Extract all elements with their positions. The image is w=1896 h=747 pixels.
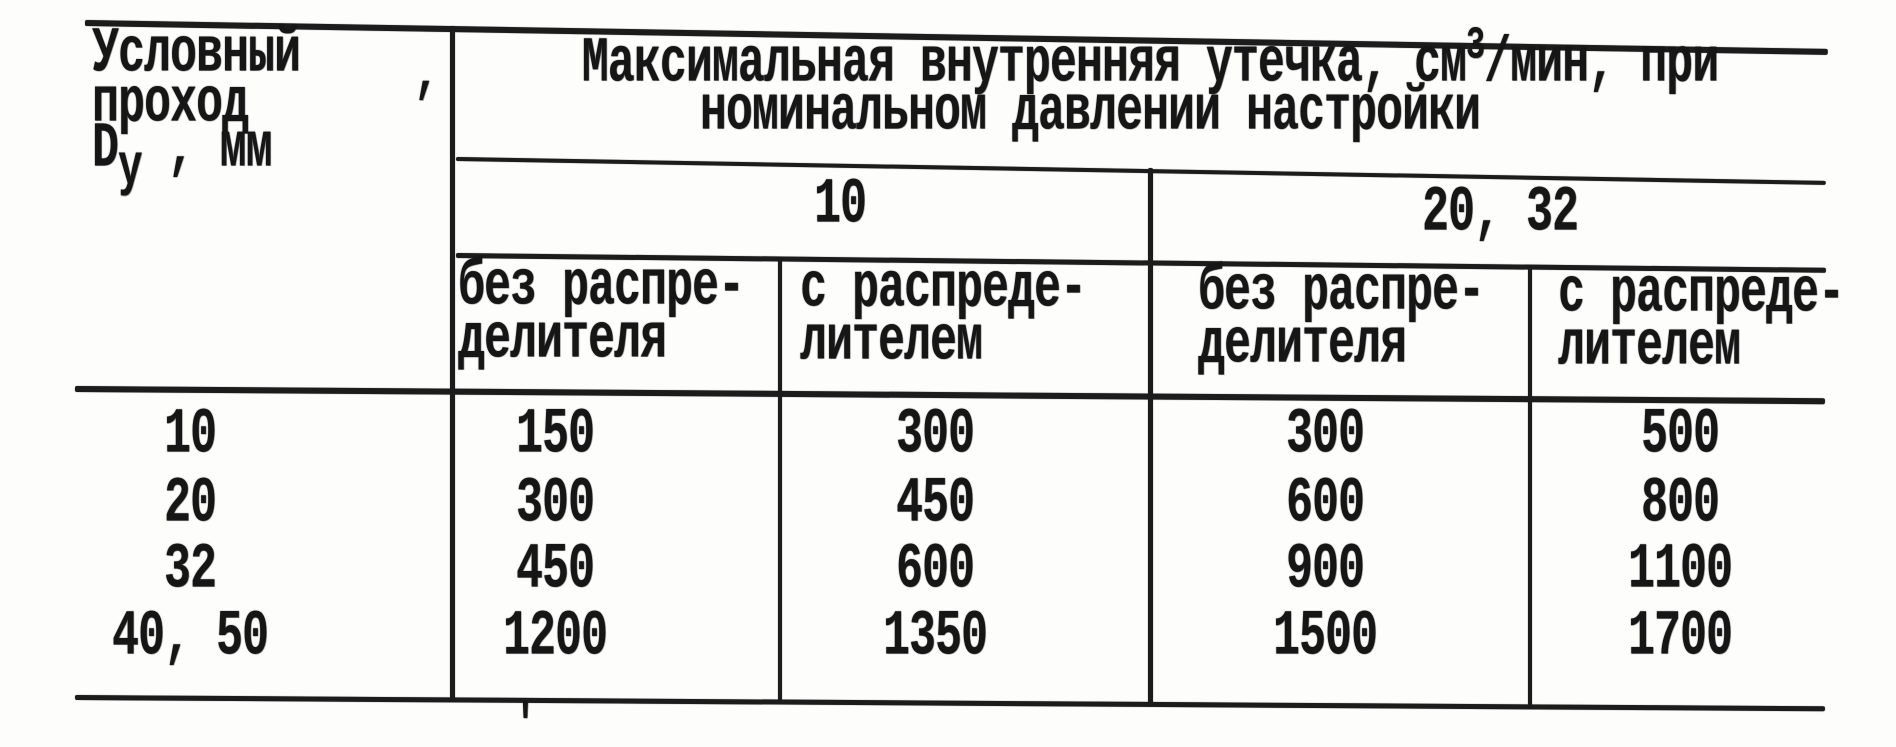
subheader-col1-line2: делителя (458, 303, 667, 377)
unit-superscript: 3 (1465, 19, 1485, 72)
subheader-col3-line1: без распре- (1198, 255, 1485, 329)
subheader-col1-line1: без распре- (458, 250, 745, 324)
corner-header-symbol: Dу , мм (92, 117, 273, 199)
cell-r2-c3: 1100 (1627, 533, 1733, 607)
cell-r3-c0: 1200 (502, 600, 608, 674)
cell-r2-c2: 900 (1285, 533, 1365, 607)
cell-r2-c0: 450 (515, 533, 595, 607)
cell-r0-c2: 300 (1285, 398, 1365, 472)
column-divider-1 (450, 26, 455, 700)
corner-header-line1: Условный (92, 17, 301, 91)
stray-tick-mark: ' (514, 695, 537, 747)
subheader-col3-line2: делителя (1198, 308, 1407, 382)
row-label-r3: 40, 50 (111, 600, 269, 674)
cell-r3-c1: 1350 (882, 600, 988, 674)
cell-r0-c3: 500 (1640, 398, 1720, 472)
cell-r1-c2: 600 (1285, 467, 1365, 541)
column-divider-4 (1528, 266, 1532, 707)
subheader-col4-line1: с распреде- (1558, 257, 1845, 331)
main-header-line1-tail: /мин, при (1484, 27, 1719, 101)
subheader-col2-line2: лителем (800, 305, 983, 379)
row-label-r2: 32 (163, 533, 217, 607)
cell-r0-c0: 150 (515, 398, 595, 472)
pressure-group-label-20-32: 20, 32 (1421, 176, 1579, 250)
column-divider-3 (1148, 168, 1153, 705)
main-header-line1: Максимальная внутренняя утечка, см3/мин,… (470, 23, 1830, 96)
dy-symbol-subscript: у (118, 136, 143, 203)
header-separator-1 (455, 157, 1826, 185)
dy-symbol-unit: , мм (141, 112, 273, 186)
row-label-r0: 10 (163, 398, 217, 472)
cell-r0-c1: 300 (895, 398, 975, 472)
row-label-r1: 20 (163, 467, 217, 541)
cell-r1-c0: 300 (515, 467, 595, 541)
cell-r3-c2: 1500 (1272, 600, 1378, 674)
stray-comma-mark: , (414, 39, 439, 108)
cell-r3-c3: 1700 (1627, 600, 1733, 674)
table-border-bottom (74, 695, 1825, 712)
main-header-line1-text: Максимальная внутренняя утечка, см (581, 27, 1467, 101)
main-header-line2: номинальном давлении настройки (699, 75, 1481, 149)
pressure-group-label-10: 10 (813, 168, 867, 242)
column-divider-2 (778, 258, 782, 702)
subheader-col2-line1: с распреде- (800, 252, 1087, 326)
cell-r1-c3: 800 (1640, 467, 1720, 541)
cell-r2-c1: 600 (895, 533, 975, 607)
corner-header-line2: проход (92, 67, 249, 141)
dy-symbol-base: D (92, 112, 119, 186)
cell-r1-c1: 450 (895, 467, 975, 541)
subheader-col4-line2: лителем (1558, 310, 1741, 384)
